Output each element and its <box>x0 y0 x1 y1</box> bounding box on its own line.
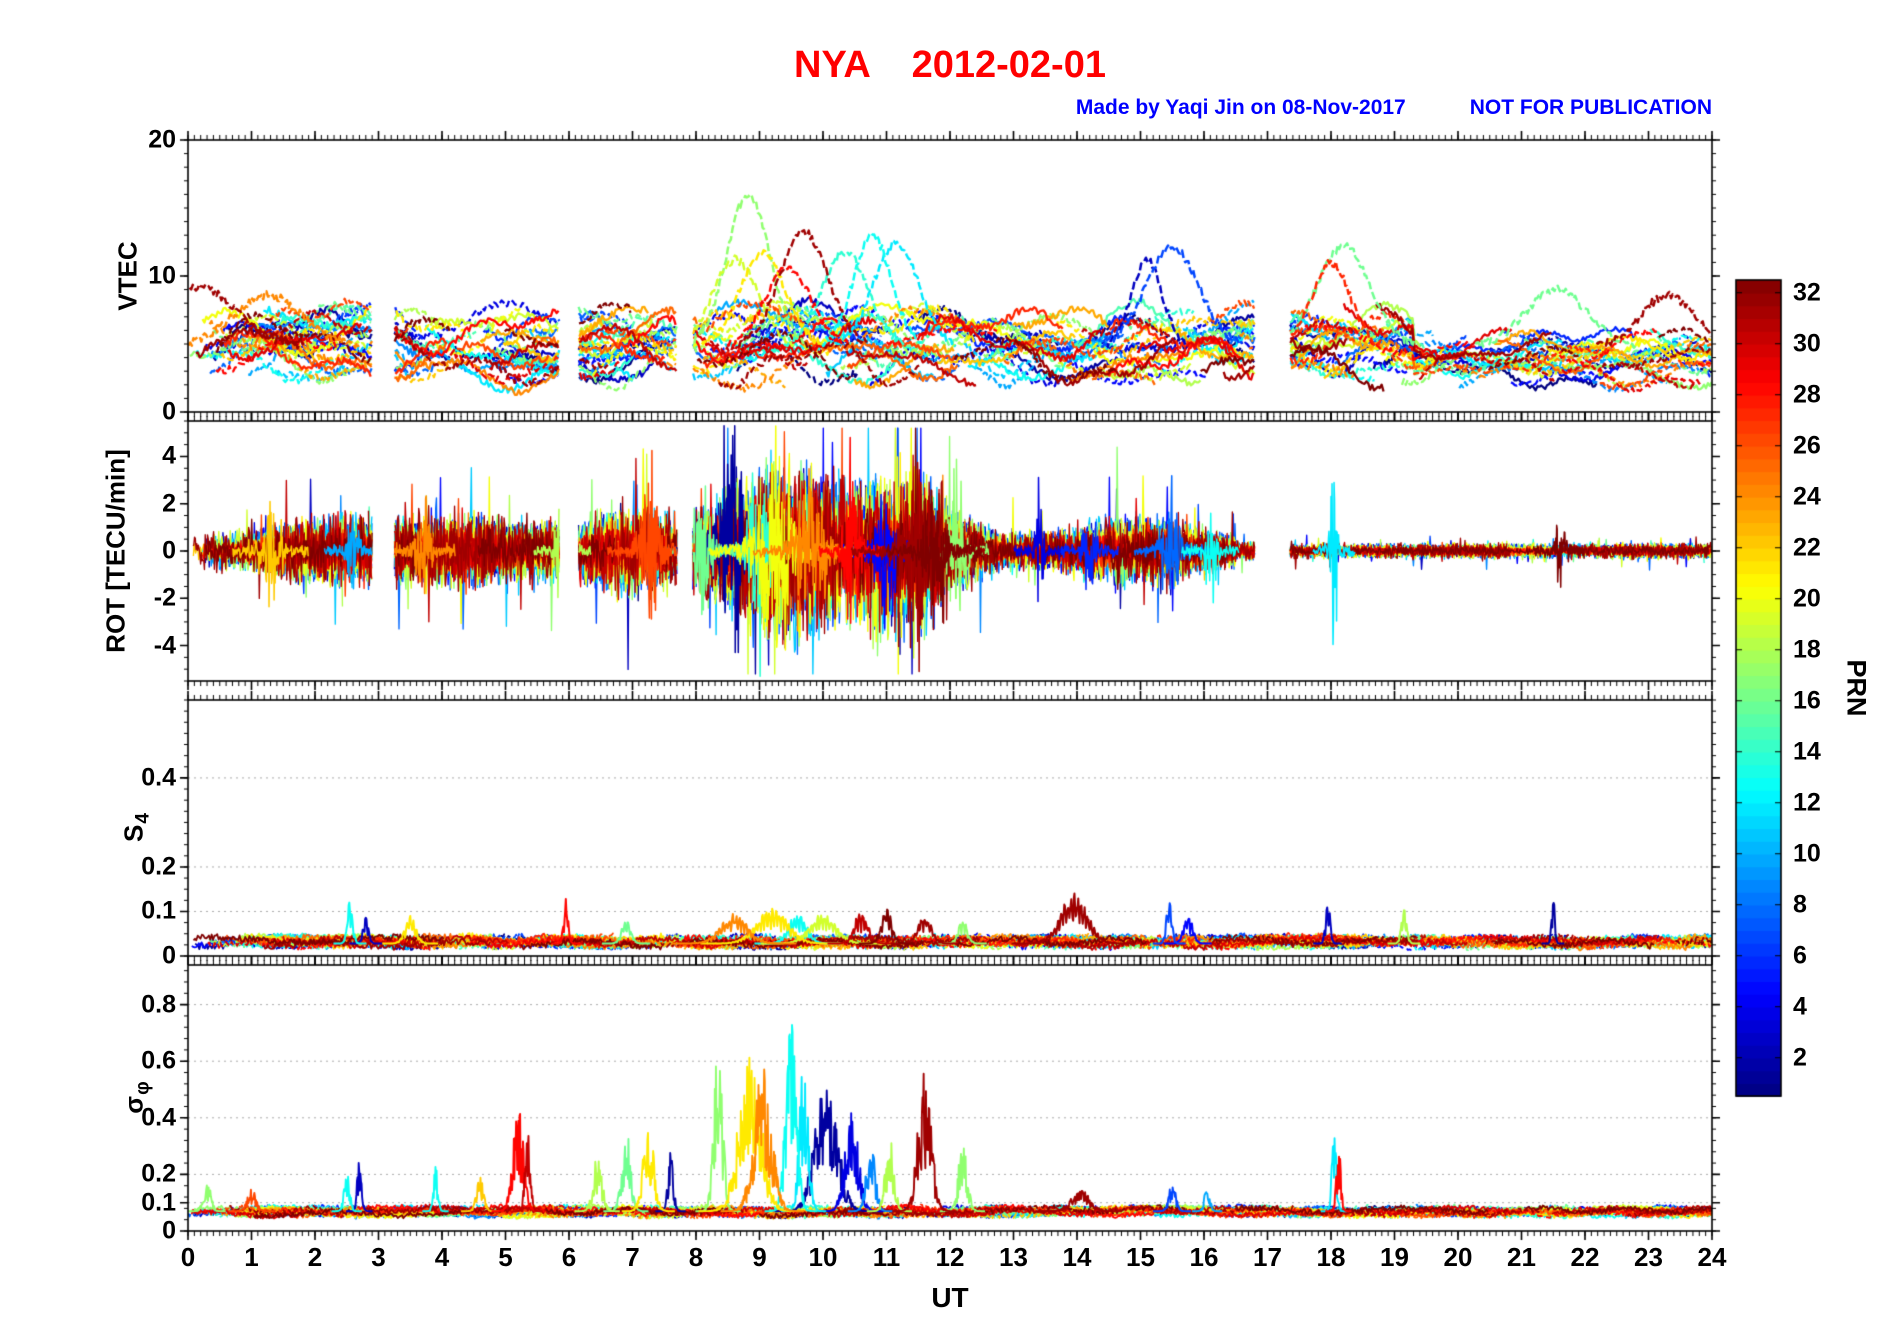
credit-author: Made by Yaqi Jin on 08-Nov-2017 <box>1075 96 1406 119</box>
y-tick-label-s4-0.1: 0.1 <box>141 896 176 925</box>
x-tick-label-19: 19 <box>1380 1242 1409 1272</box>
x-tick-label-21: 21 <box>1507 1242 1536 1272</box>
y-tick-label-sigma_phi-0.6: 0.6 <box>141 1046 176 1075</box>
y-tick-label-sigma_phi-0: 0 <box>162 1216 176 1245</box>
x-tick-label-11: 11 <box>872 1242 901 1272</box>
x-tick-label-2: 2 <box>307 1242 323 1272</box>
x-tick-label-17: 17 <box>1253 1242 1282 1272</box>
x-tick-label-16: 16 <box>1189 1242 1219 1272</box>
y-tick-label-rot--4: -4 <box>153 631 176 660</box>
colorbar-tick-24: 24 <box>1793 482 1821 511</box>
colorbar-tick-2: 2 <box>1793 1043 1807 1072</box>
colorbar-tick-4: 4 <box>1793 992 1807 1021</box>
y-tick-label-sigma_phi-0.1: 0.1 <box>141 1188 176 1217</box>
x-tick-label-24: 24 <box>1697 1242 1727 1272</box>
x-tick-label-4: 4 <box>434 1242 450 1272</box>
y-axis-title-text: σ <box>118 1095 149 1114</box>
colorbar-tick-32: 32 <box>1793 278 1821 307</box>
colorbar-title: PRN <box>1841 659 1872 717</box>
x-tick-label-7: 7 <box>625 1242 640 1272</box>
x-tick-label-13: 13 <box>999 1242 1028 1272</box>
x-tick-label-12: 12 <box>935 1242 965 1272</box>
x-tick-label-1: 1 <box>244 1242 259 1272</box>
colorbar-tick-28: 28 <box>1793 380 1821 409</box>
x-tick-label-23: 23 <box>1634 1242 1663 1272</box>
colorbar-tick-6: 6 <box>1793 941 1807 970</box>
x-tick-label-18: 18 <box>1316 1242 1346 1272</box>
x-tick-label-9: 9 <box>752 1242 767 1272</box>
y-tick-label-vtec-20: 20 <box>148 125 176 154</box>
x-tick-label-14: 14 <box>1062 1242 1092 1272</box>
colorbar-tick-26: 26 <box>1793 431 1821 460</box>
y-tick-label-rot-4: 4 <box>162 441 176 470</box>
x-tick-label-22: 22 <box>1570 1242 1600 1272</box>
y-axis-title-text: S <box>118 824 149 842</box>
y-tick-label-s4-0.4: 0.4 <box>141 763 176 792</box>
y-tick-label-vtec-10: 10 <box>148 261 176 290</box>
x-axis-title: UT <box>931 1282 969 1313</box>
y-axis-title-s4: S4 <box>118 813 154 842</box>
y-axis-title-sub: φ <box>132 1081 154 1095</box>
figure-title: NYA 2012-02-01 <box>794 44 1106 86</box>
y-axis-title-vtec: VTEC <box>113 241 144 310</box>
y-tick-label-vtec-0: 0 <box>162 397 176 426</box>
y-tick-label-rot-0: 0 <box>162 536 176 565</box>
x-tick-label-20: 20 <box>1443 1242 1473 1272</box>
x-tick-label-10: 10 <box>808 1242 838 1272</box>
colorbar-tick-16: 16 <box>1793 686 1821 715</box>
y-axis-title-rot: ROT [TECU/min] <box>101 449 132 653</box>
y-tick-label-sigma_phi-0.2: 0.2 <box>141 1159 176 1188</box>
y-tick-label-sigma_phi-0.4: 0.4 <box>141 1103 176 1132</box>
colorbar-tick-30: 30 <box>1793 329 1821 358</box>
y-axis-title-sigma_phi: σφ <box>118 1081 154 1114</box>
colorbar-tick-8: 8 <box>1793 890 1807 919</box>
y-tick-label-rot-2: 2 <box>162 489 176 518</box>
credit-line: Made by Yaqi Jin on 08-Nov-2017 NOT FOR P… <box>188 96 1712 120</box>
colorbar-tick-14: 14 <box>1793 737 1821 766</box>
y-axis-title-sub: 4 <box>132 813 154 824</box>
x-tick-label-3: 3 <box>371 1242 386 1272</box>
colorbar-tick-12: 12 <box>1793 788 1821 817</box>
colorbar-tick-20: 20 <box>1793 584 1821 613</box>
y-tick-label-s4-0: 0 <box>162 941 176 970</box>
y-tick-label-rot--2: -2 <box>153 583 176 612</box>
x-tick-label-15: 15 <box>1126 1242 1155 1272</box>
x-tick-label-6: 6 <box>561 1242 577 1272</box>
y-axis-title-text: ROT [TECU/min] <box>100 449 131 653</box>
y-axis-title-text: VTEC <box>112 241 143 311</box>
y-tick-label-s4-0.2: 0.2 <box>141 852 176 881</box>
x-tick-label-0: 0 <box>180 1242 196 1272</box>
x-tick-label-8: 8 <box>688 1242 704 1272</box>
colorbar-tick-18: 18 <box>1793 635 1821 664</box>
colorbar-tick-22: 22 <box>1793 533 1821 562</box>
publication-notice: NOT FOR PUBLICATION <box>1469 96 1712 119</box>
y-tick-label-sigma_phi-0.8: 0.8 <box>141 990 176 1019</box>
colorbar-tick-10: 10 <box>1793 839 1821 868</box>
x-tick-label-5: 5 <box>498 1242 513 1272</box>
